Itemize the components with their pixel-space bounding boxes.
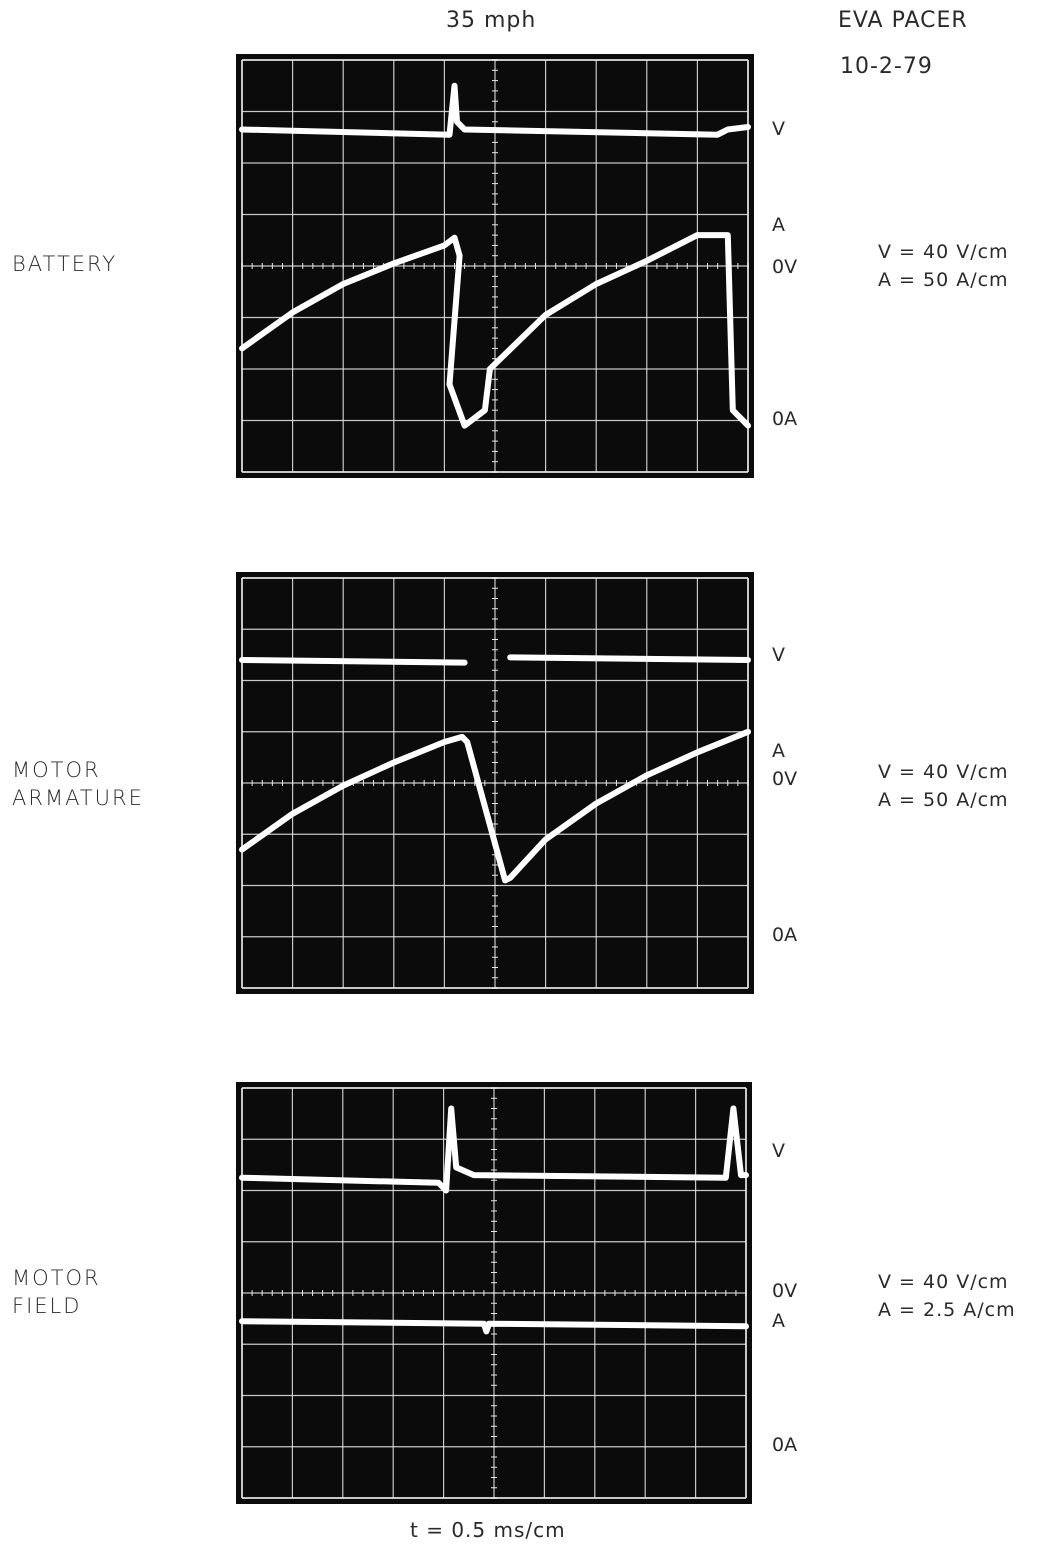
a-trace-label: A xyxy=(772,740,785,762)
zero-a-label: 0A xyxy=(772,408,798,430)
oscilloscope-screen xyxy=(236,572,754,994)
oscilloscope-screen xyxy=(236,54,754,478)
panel-title: MOTOR ARMATURE xyxy=(12,758,144,810)
trace-a xyxy=(239,1318,749,1335)
trace-v xyxy=(239,1105,749,1194)
zero-v-label: 0V xyxy=(772,768,798,790)
v-trace-label: V xyxy=(772,644,785,666)
field-trace-plot xyxy=(239,1087,749,1499)
trace-a xyxy=(239,728,751,884)
a-trace-label: A xyxy=(772,1310,785,1332)
v-scale: V = 40 V/cm xyxy=(878,761,1009,783)
oscilloscope-screen xyxy=(236,1082,752,1504)
v-scale: V = 40 V/cm xyxy=(878,1271,1009,1293)
speed-heading: 35 mph xyxy=(446,8,537,33)
trace-a xyxy=(239,232,751,429)
a-scale: A = 50 A/cm xyxy=(878,269,1009,291)
zero-v-label: 0V xyxy=(772,1280,798,1302)
vehicle-name: EVA PACER xyxy=(838,8,968,33)
battery-trace-plot xyxy=(239,59,751,473)
trace-v xyxy=(239,82,751,138)
armature-trace-plot xyxy=(239,577,751,989)
timebase-label: t = 0.5 ms/cm xyxy=(410,1518,566,1542)
v-trace-label: V xyxy=(772,118,785,140)
a-scale: A = 50 A/cm xyxy=(878,789,1009,811)
test-date: 10-2-79 xyxy=(840,54,933,79)
panel-title: BATTERY xyxy=(12,252,118,276)
a-scale: A = 2.5 A/cm xyxy=(878,1299,1016,1321)
a-trace-label: A xyxy=(772,214,785,236)
zero-a-label: 0A xyxy=(772,924,798,946)
v-trace-label: V xyxy=(772,1140,785,1162)
zero-a-label: 0A xyxy=(772,1434,798,1456)
trace-v xyxy=(239,654,751,666)
panel-title: MOTOR FIELD xyxy=(12,1266,101,1318)
v-scale: V = 40 V/cm xyxy=(878,241,1009,263)
zero-v-label: 0V xyxy=(772,256,798,278)
